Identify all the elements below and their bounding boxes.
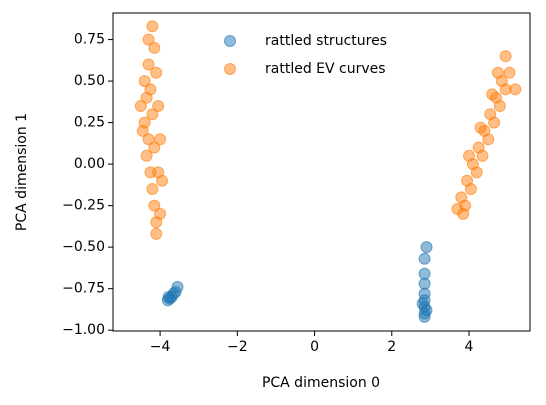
point bbox=[142, 58, 155, 71]
point bbox=[462, 149, 475, 162]
point bbox=[418, 252, 431, 265]
point bbox=[146, 20, 159, 33]
y-tick-label: −0.25 bbox=[62, 198, 105, 214]
point bbox=[142, 133, 155, 146]
point bbox=[491, 66, 504, 79]
legend-marker bbox=[224, 63, 236, 75]
y-tick-label: −1.00 bbox=[62, 322, 105, 338]
point bbox=[140, 149, 153, 162]
x-tick-label: −4 bbox=[150, 339, 171, 355]
point bbox=[156, 174, 169, 187]
legend-label: rattled structures bbox=[265, 33, 387, 49]
x-tick-label: −2 bbox=[227, 339, 248, 355]
point bbox=[171, 280, 184, 293]
point bbox=[146, 108, 159, 121]
point bbox=[138, 75, 151, 88]
point bbox=[503, 66, 516, 79]
y-tick-label: −0.50 bbox=[62, 239, 105, 255]
y-tick-label: 0.25 bbox=[74, 115, 105, 131]
x-tick-label: 0 bbox=[310, 339, 319, 355]
point bbox=[148, 199, 161, 212]
x-tick-label: 2 bbox=[387, 339, 396, 355]
point bbox=[464, 183, 477, 196]
point bbox=[420, 241, 433, 254]
x-tick-label: 4 bbox=[465, 339, 474, 355]
legend-marker bbox=[224, 35, 236, 47]
point bbox=[493, 99, 506, 112]
point bbox=[499, 50, 512, 63]
y-tick-label: 0.75 bbox=[74, 32, 105, 48]
point bbox=[509, 83, 522, 96]
y-tick-label: −0.75 bbox=[62, 281, 105, 297]
y-tick-label: 0.50 bbox=[74, 73, 105, 89]
point bbox=[457, 207, 470, 220]
legend-label: rattled EV curves bbox=[265, 61, 386, 77]
point bbox=[482, 133, 495, 146]
y-tick-label: 0.00 bbox=[74, 156, 105, 172]
x-axis-label: PCA dimension 0 bbox=[262, 375, 380, 391]
y-axis-label: PCA dimension 1 bbox=[14, 113, 30, 231]
point bbox=[152, 99, 165, 112]
point bbox=[418, 277, 431, 290]
point bbox=[150, 66, 163, 79]
point bbox=[146, 183, 159, 196]
point bbox=[486, 88, 499, 101]
point bbox=[476, 149, 489, 162]
point bbox=[148, 41, 161, 54]
plot-frame bbox=[112, 12, 531, 332]
point bbox=[134, 99, 147, 112]
point bbox=[488, 116, 501, 129]
point bbox=[142, 33, 155, 46]
point bbox=[470, 166, 483, 179]
point bbox=[144, 83, 157, 96]
point bbox=[162, 290, 175, 303]
point bbox=[154, 207, 167, 220]
point bbox=[150, 227, 163, 240]
point bbox=[148, 141, 161, 154]
point bbox=[418, 267, 431, 280]
point bbox=[474, 121, 487, 134]
point bbox=[154, 133, 167, 146]
point bbox=[136, 124, 149, 137]
point bbox=[416, 297, 429, 310]
